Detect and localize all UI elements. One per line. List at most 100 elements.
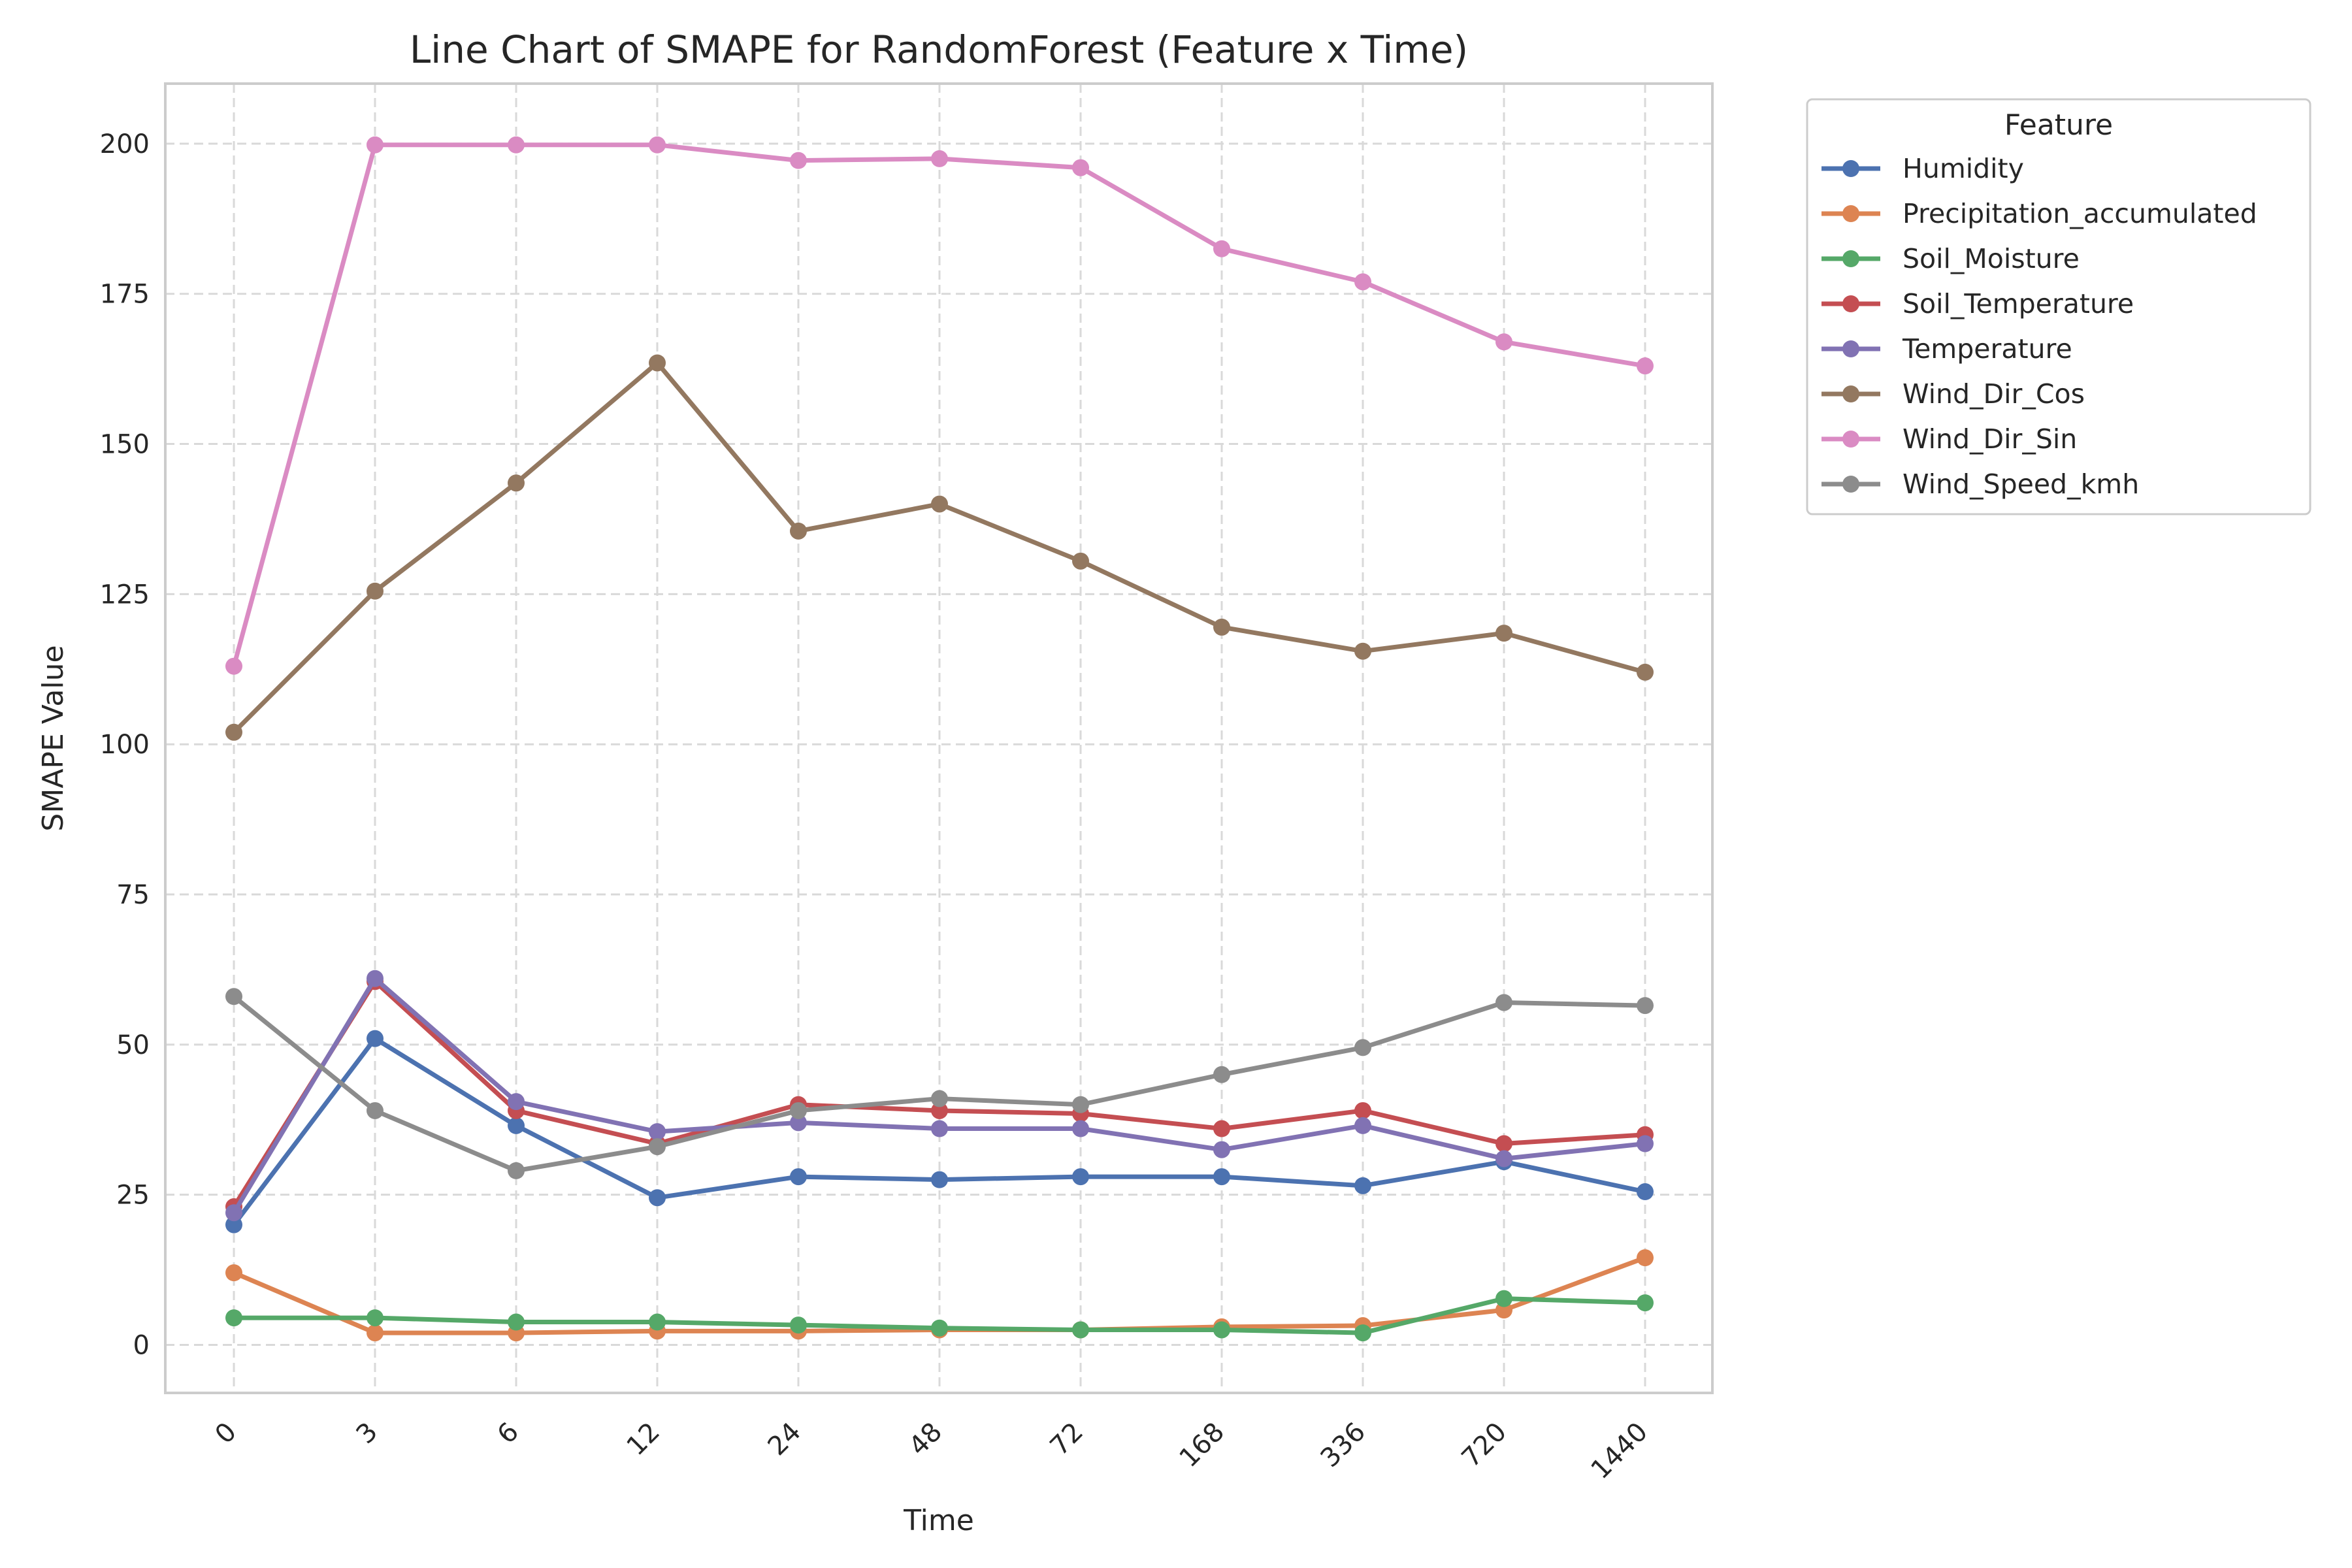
y-tick-label: 0 [133,1330,150,1360]
data-point [1072,159,1089,176]
chart-title: Line Chart of SMAPE for RandomForest (Fe… [410,27,1468,72]
data-point [225,988,242,1005]
data-point [649,1138,666,1156]
gridlines [165,84,1712,1393]
data-point [1354,1102,1371,1119]
data-point [1495,333,1512,351]
legend-item: Humidity [1821,153,2024,184]
legend-marker [1842,385,1859,402]
data-point [1072,1168,1089,1186]
data-point [367,136,384,154]
legend-frame [1806,98,2311,515]
data-point [367,1309,384,1327]
legend-label: Wind_Speed_kmh [1903,468,2139,500]
data-point [931,1171,948,1188]
data-point [1354,273,1371,291]
legend-marker [1842,160,1859,177]
data-point [931,1120,948,1137]
series-wind-speed-kmh [225,988,1654,1179]
data-point [1213,240,1230,257]
data-point [1495,1150,1512,1168]
data-point [225,1204,242,1222]
data-point [931,495,948,513]
data-point [508,1117,525,1134]
y-axis: 0 25 50 75 100 125 150 175 200 [100,129,150,1361]
data-point [931,1090,948,1107]
data-point [1354,1117,1371,1134]
data-point [1213,1168,1230,1186]
data-point [1637,1249,1654,1267]
y-tick-label: 75 [116,880,150,910]
data-point [649,354,666,372]
data-point [1354,1177,1371,1194]
data-point [225,1216,242,1233]
data-point [508,1313,525,1331]
data-point [367,1102,384,1119]
y-tick-label: 25 [116,1181,150,1211]
plot-frame [164,82,1714,1394]
data-point [508,136,525,154]
series-wind-dir-cos [225,354,1654,741]
legend-title: Feature [2004,108,2113,142]
data-point [931,1102,948,1119]
legend-item: Wind_Dir_Sin [1821,423,2077,455]
data-point [790,152,807,169]
y-tick-label: 200 [100,129,150,159]
y-tick-label: 125 [100,580,150,610]
data-point [790,1168,807,1186]
series-temperature [225,970,1654,1222]
legend-item: Wind_Speed_kmh [1821,468,2139,500]
y-tick-label: 100 [100,730,150,760]
data-point [649,1313,666,1331]
legend-label: Soil_Temperature [1903,288,2134,319]
data-point [1072,552,1089,570]
data-point [508,1162,525,1179]
series-wind-dir-sin [225,136,1654,675]
data-point [367,1030,384,1047]
data-point [367,970,384,987]
x-axis-label: Time [903,1504,974,1537]
data-point [225,1309,242,1327]
data-point [790,1316,807,1334]
data-point [649,1189,666,1207]
legend-item: Precipitation_accumulated [1821,198,2257,229]
data-point [1637,1135,1654,1152]
series-layer [225,136,1654,1342]
data-point [649,1123,666,1141]
legend-marker [1842,476,1859,493]
data-point [1637,663,1654,681]
y-axis-label: SMAPE Value [37,645,70,831]
data-point [225,723,242,741]
legend-items: Humidity Precipitation_accumulated Soil_Mo… [1821,153,2257,500]
legend-item: Soil_Moisture [1821,243,2080,274]
data-point [931,150,948,167]
legend-marker [1842,250,1859,267]
legend-label: Wind_Dir_Cos [1903,378,2085,410]
legend-marker [1842,340,1859,357]
legend-marker [1842,431,1859,448]
data-point [790,1102,807,1119]
data-point [1213,1141,1230,1158]
data-point [367,582,384,600]
y-tick-label: 50 [116,1030,150,1060]
data-point [508,1093,525,1111]
data-point [1213,1321,1230,1339]
data-point [1495,625,1512,642]
data-point [367,1324,384,1342]
legend-label: Wind_Dir_Sin [1903,423,2077,455]
legend-label: Soil_Moisture [1903,243,2080,274]
data-point [1072,1120,1089,1137]
data-point [1637,1294,1654,1312]
y-tick-label: 150 [100,430,150,460]
data-point [1213,1120,1230,1137]
data-point [1637,357,1654,375]
legend-item: Temperature [1821,333,2072,365]
legend-label: Humidity [1903,153,2024,184]
data-point [790,1114,807,1132]
legend-label: Temperature [1902,333,2072,365]
data-point [649,136,666,154]
series-soil-moisture [225,1290,1654,1342]
data-point [1213,618,1230,636]
data-point [1072,1096,1089,1113]
